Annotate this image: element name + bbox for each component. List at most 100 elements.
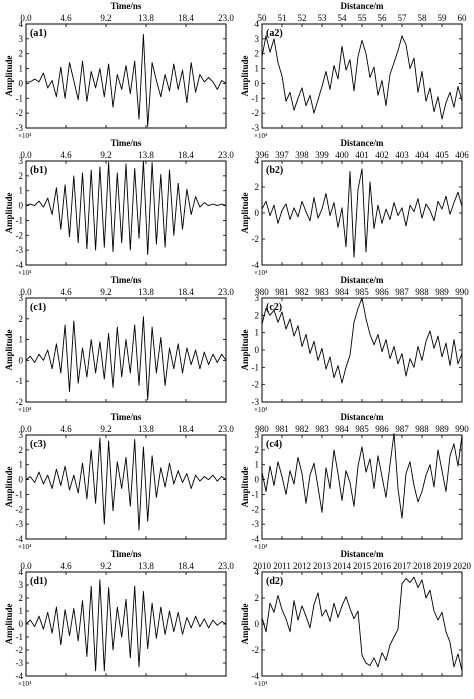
panel-4-xtick-label: 396 (255, 150, 269, 160)
panel-9-ytick-label: 1 (19, 606, 24, 616)
panel-3-xtick-label: 18.4 (178, 150, 194, 160)
panel-5-ytick-label: -1 (16, 376, 24, 386)
panel-8-xtick-label: 986 (375, 424, 389, 434)
panel-7-ytick-label: 1 (19, 460, 24, 470)
panel-2-xtick-label: 50 (258, 13, 268, 23)
panel-1-xtick-label: 0.0 (20, 13, 32, 23)
panel-1-xtick-label: 18.4 (178, 13, 194, 23)
panel-10-xtick-label: 2015 (353, 561, 372, 571)
panel-9-ytick-label: 3 (19, 580, 24, 590)
panel-10-xtick-label: 2016 (373, 561, 392, 571)
panel-1-xlabel: Time/ns (111, 1, 142, 11)
panel-10-ytick-label: 2 (255, 593, 260, 603)
panel-6-frame (261, 297, 463, 403)
panel-6-ytick-label: 3 (255, 293, 260, 303)
panel-2-ytick-label: -1 (252, 93, 260, 103)
panel-1-frame (25, 23, 227, 129)
panel-3-ylabel: Amplitude (4, 192, 14, 233)
panel-2-ylabel: Amplitude (240, 55, 250, 96)
panel-5-ytick-label: 0 (19, 355, 24, 365)
panel-7-ytick-label: 2 (19, 445, 24, 455)
panel-9-xtick-label: 13.8 (138, 561, 154, 571)
panel-10-xtick-label: 2020 (453, 561, 472, 571)
panel-5-ylabel: Amplitude (4, 329, 14, 370)
panel-1-ytick-label: 1 (19, 64, 24, 74)
panel-5-ytick-label: -2 (16, 397, 24, 407)
panel-10-xtick-label: 2013 (313, 561, 332, 571)
panel-4-ytick-label: -4 (252, 260, 260, 270)
panel-4-xtick-label: 403 (395, 150, 409, 160)
panel-9-trace (25, 579, 227, 672)
panel-6-trace (261, 297, 463, 384)
panel-8-xtick-label: 981 (275, 424, 289, 434)
panel-4-label: (b2) (266, 165, 283, 176)
panel-6-ytick-label: 0 (255, 345, 260, 355)
panel-10-xtick-label: 2012 (293, 561, 311, 571)
panel-8-ytick-label: -1 (252, 489, 260, 499)
panel-8-xtick-label: 980 (255, 424, 269, 434)
panel-5-trace (25, 316, 227, 401)
panel-5-xtick-label: 9.2 (100, 287, 111, 297)
panel-2-xtick-label: 56 (378, 13, 388, 23)
panel-3-exponent: ×10⁴ (18, 269, 32, 277)
panel-5-ytick-label: 2 (19, 314, 24, 324)
panel-10-xtick-label: 2011 (273, 561, 291, 571)
panel-4-xtick-label: 398 (295, 150, 309, 160)
panel-4-xtick-label: 400 (335, 150, 349, 160)
panel-4-xtick-label: 404 (415, 150, 429, 160)
panel-4-xlabel: Distance/m (341, 138, 384, 148)
panel-9-label: (d1) (30, 576, 47, 587)
panel-2-ytick-label: 0 (255, 78, 260, 88)
panel-2-xtick-label: 55 (358, 13, 368, 23)
panel-3-ytick-label: -1 (16, 215, 24, 225)
panel-5-exponent: ×10⁴ (18, 406, 32, 414)
panel-10-ytick-label: 4 (255, 567, 260, 577)
panel-8-xtick-label: 984 (335, 424, 349, 434)
panel-5-xtick-label: 0.0 (20, 287, 32, 297)
panel-4-frame (261, 160, 463, 266)
panel-8-ytick-label: -4 (252, 534, 260, 544)
panel-5-xtick-label: 13.8 (138, 287, 154, 297)
panel-1-xtick-label: 23.0 (218, 13, 234, 23)
panel-5-xtick-label: 4.6 (60, 287, 72, 297)
panel-9-xtick-label: 18.4 (178, 561, 194, 571)
panel-3-ytick-label: -2 (16, 230, 24, 240)
panel-2-label: (a2) (266, 28, 283, 39)
panel-1-ytick-label: -3 (16, 123, 24, 133)
panel-9-xtick-label: 0.0 (20, 561, 32, 571)
panel-1-ylabel: Amplitude (4, 55, 14, 96)
panel-8-frame (261, 434, 463, 540)
panel-7-xtick-label: 23.0 (218, 424, 234, 434)
panel-4-ylabel: Amplitude (240, 192, 250, 233)
panel-3-trace (25, 160, 227, 256)
panel-4-exponent: ×10⁴ (254, 269, 268, 277)
panel-4-ytick-label: 4 (255, 156, 260, 166)
panel-8-xtick-label: 989 (435, 424, 449, 434)
panel-2-xlabel: Distance/m (341, 1, 384, 11)
panel-7-ylabel: Amplitude (4, 466, 14, 507)
panel-9-xtick-label: 4.6 (60, 561, 72, 571)
panel-10-ylabel: Amplitude (240, 603, 250, 644)
panel-2-xtick-label: 52 (298, 13, 307, 23)
panel-10-xtick-label: 2017 (393, 561, 412, 571)
panel-2-xtick-label: 60 (458, 13, 468, 23)
panel-8-xtick-label: 983 (315, 424, 329, 434)
panel-6-ytick-label: 1 (255, 328, 260, 338)
panel-2-ytick-label: 4 (255, 19, 260, 29)
panel-6-label: (c2) (266, 302, 282, 313)
panel-1-xtick-label: 13.8 (138, 13, 154, 23)
panel-9-ytick-label: -2 (16, 645, 24, 655)
panel-4-xtick-label: 399 (315, 150, 329, 160)
panel-10-ytick-label: 0 (255, 619, 260, 629)
panel-9-ytick-label: -3 (16, 658, 24, 668)
panel-3-xtick-label: 9.2 (100, 150, 111, 160)
panel-4-xtick-label: 401 (355, 150, 369, 160)
panel-7-xtick-label: 0.0 (20, 424, 32, 434)
panel-7-ytick-label: 3 (19, 430, 24, 440)
panel-10-exponent: ×10⁴ (254, 680, 268, 688)
panel-2-frame (261, 23, 463, 129)
panel-6-xtick-label: 984 (335, 287, 349, 297)
panel-9-ytick-label: -4 (16, 671, 24, 681)
panel-7-exponent: ×10⁴ (18, 543, 32, 551)
panel-10-frame (261, 571, 463, 677)
